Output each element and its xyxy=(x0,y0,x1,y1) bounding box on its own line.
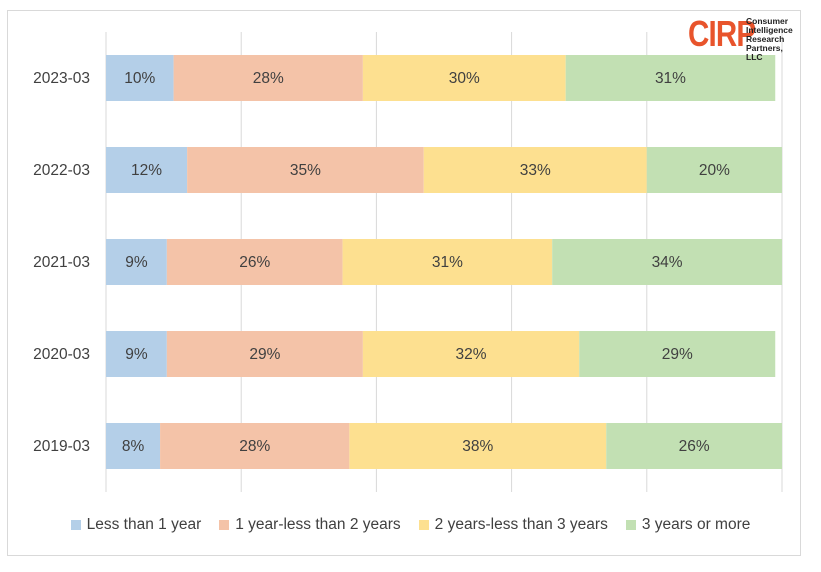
data-label: 8% xyxy=(122,438,145,455)
category-label: 2019-03 xyxy=(33,438,90,455)
bar-segment xyxy=(106,423,161,469)
legend-label: 1 year-less than 2 years xyxy=(235,516,401,533)
bar-segment xyxy=(187,147,424,193)
data-label: 28% xyxy=(253,70,284,87)
category-label: 2022-03 xyxy=(33,162,90,179)
category-label: 2021-03 xyxy=(33,254,90,271)
bar-segment xyxy=(160,423,350,469)
data-label: 38% xyxy=(462,438,493,455)
data-label: 9% xyxy=(125,346,148,363)
data-label: 10% xyxy=(124,70,155,87)
data-label: 31% xyxy=(655,70,686,87)
data-label: 20% xyxy=(699,162,730,179)
legend-label: Less than 1 year xyxy=(86,516,202,533)
legend-item: 1 year-less than 2 years xyxy=(219,516,401,534)
bar-segment xyxy=(362,55,566,101)
chart-legend: Less than 1 year 1 year-less than 2 years… xyxy=(0,516,821,534)
bar-segment xyxy=(552,239,782,285)
data-label: 33% xyxy=(520,162,551,179)
bar-segment xyxy=(342,239,553,285)
bar-segment xyxy=(166,331,363,377)
bar-segment xyxy=(106,147,188,193)
data-label: 34% xyxy=(652,254,683,271)
bar-segment xyxy=(606,423,782,469)
data-label: 30% xyxy=(449,70,480,87)
data-label: 28% xyxy=(239,438,270,455)
data-label: 29% xyxy=(249,346,280,363)
data-label: 12% xyxy=(131,162,162,179)
bar-segment xyxy=(166,239,343,285)
legend-swatch xyxy=(625,520,636,530)
data-label: 32% xyxy=(456,346,487,363)
legend-item: 2 years-less than 3 years xyxy=(418,516,608,534)
legend-swatch xyxy=(70,520,81,530)
logo-subtitle: Consumer Intelligence Research Partners,… xyxy=(746,16,793,62)
data-label: 31% xyxy=(432,254,463,271)
legend-label: 2 years-less than 3 years xyxy=(434,516,608,533)
category-label: 2020-03 xyxy=(33,346,90,363)
data-label: 9% xyxy=(125,254,148,271)
bar-segment xyxy=(423,147,647,193)
logo-mark: CIRP xyxy=(688,13,756,54)
bar-segment xyxy=(362,331,580,377)
bar-segment xyxy=(349,423,607,469)
bar-segment xyxy=(106,331,167,377)
legend-swatch xyxy=(219,520,230,530)
data-label: 26% xyxy=(679,438,710,455)
data-label: 26% xyxy=(239,254,270,271)
bar-segment xyxy=(579,331,776,377)
legend-item: Less than 1 year xyxy=(70,516,202,534)
bar-segment xyxy=(173,55,363,101)
legend-item: 3 years or more xyxy=(625,516,751,534)
category-label: 2023-03 xyxy=(33,70,90,87)
cirp-logo: CIRP Consumer Intelligence Research Part… xyxy=(688,13,800,62)
data-label: 35% xyxy=(290,162,321,179)
bar-segment xyxy=(565,55,776,101)
legend-label: 3 years or more xyxy=(641,516,751,533)
legend-swatch xyxy=(418,520,429,530)
bar-segment xyxy=(646,147,782,193)
bar-segment xyxy=(106,55,174,101)
data-label: 29% xyxy=(662,346,693,363)
bar-segment xyxy=(106,239,167,285)
